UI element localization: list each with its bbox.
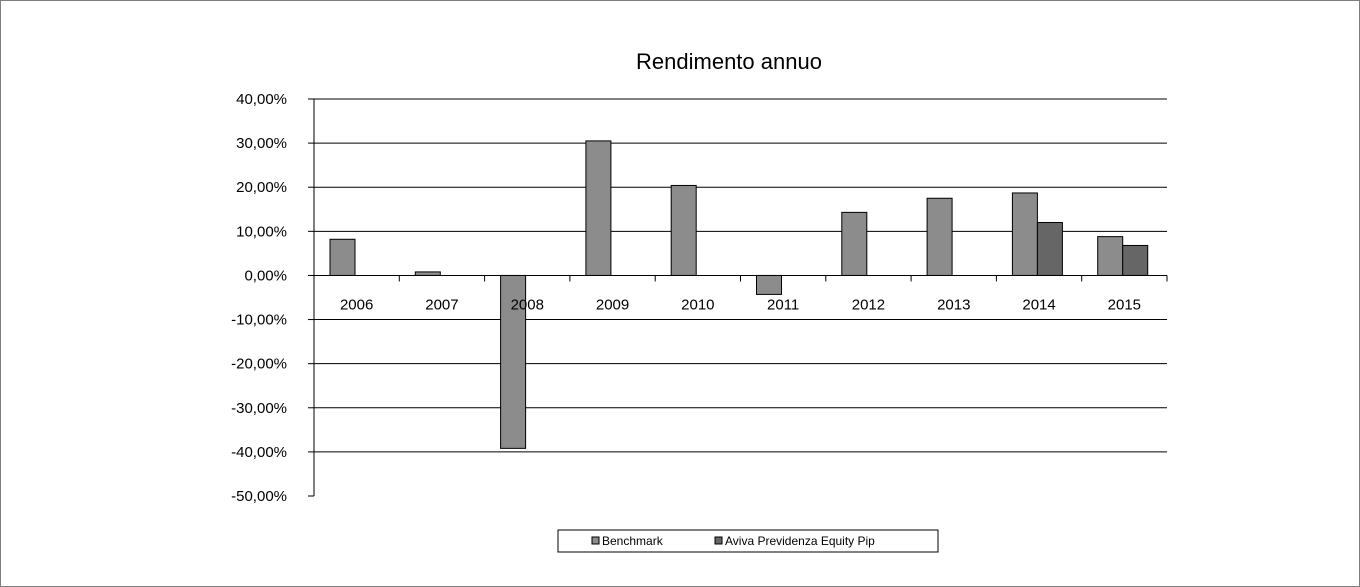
bar-benchmark-2011 bbox=[756, 274, 782, 295]
x-axis-labels: 2006 2007 2008 2009 2010 2011 2012 2013 2014 2015 bbox=[340, 296, 1141, 313]
x-tick-label: 2014 bbox=[1022, 296, 1055, 313]
y-tick-label: 10,00% bbox=[236, 223, 287, 240]
legend-swatch-benchmark bbox=[591, 536, 600, 545]
x-tick-label: 2006 bbox=[340, 296, 373, 313]
legend-swatch-aviva bbox=[714, 536, 723, 545]
legend-box bbox=[557, 529, 939, 553]
y-tick-label: -50,00% bbox=[231, 488, 287, 505]
bar-benchmark-2010 bbox=[670, 184, 697, 276]
legend-label-aviva: Aviva Previdenza Equity Pip bbox=[725, 534, 875, 548]
bar-aviva-2014 bbox=[1036, 222, 1063, 276]
x-tick-label: 2013 bbox=[937, 296, 970, 313]
y-tick-label: -30,00% bbox=[231, 400, 287, 417]
x-tick-label: 2012 bbox=[852, 296, 885, 313]
axes bbox=[313, 99, 1168, 496]
y-axis-ticks: 40,00% 30,00% 20,00% 10,00% 0,00% -10,00% -20,… bbox=[231, 91, 314, 505]
x-tick-label: 2007 bbox=[425, 296, 458, 313]
x-tick-label: 2008 bbox=[511, 296, 544, 313]
legend: Benchmark Aviva Previdenza Equity Pip bbox=[557, 529, 939, 553]
legend-label-benchmark: Benchmark bbox=[602, 534, 664, 548]
x-tick-label: 2011 bbox=[767, 296, 799, 313]
y-tick-label: -10,00% bbox=[231, 312, 287, 329]
bar-benchmark-2007 bbox=[414, 271, 441, 276]
y-tick-label: 0,00% bbox=[244, 267, 287, 284]
y-tick-label: -40,00% bbox=[231, 444, 287, 461]
grid-lines bbox=[314, 98, 1167, 453]
bar-benchmark-2006 bbox=[329, 238, 356, 276]
x-tick-label: 2010 bbox=[681, 296, 714, 313]
y-tick-label: 20,00% bbox=[236, 179, 287, 196]
bar-benchmark-2015 bbox=[1097, 236, 1124, 276]
chart-title: Rendimento annuo bbox=[636, 49, 822, 74]
bar-benchmark-2014 bbox=[1011, 192, 1038, 276]
bar-benchmark-2013 bbox=[926, 197, 953, 276]
bar-benchmark-2008 bbox=[500, 274, 527, 449]
y-tick-label: 40,00% bbox=[236, 91, 287, 108]
y-tick-label: 30,00% bbox=[236, 135, 287, 152]
bar-benchmark-2009 bbox=[585, 140, 612, 276]
bars bbox=[329, 140, 1149, 449]
bar-benchmark-2012 bbox=[841, 211, 868, 276]
x-tick-label: 2009 bbox=[596, 296, 629, 313]
x-tick-label: 2015 bbox=[1108, 296, 1141, 313]
y-tick-label: -20,00% bbox=[231, 356, 287, 373]
bar-aviva-2015 bbox=[1122, 244, 1149, 276]
